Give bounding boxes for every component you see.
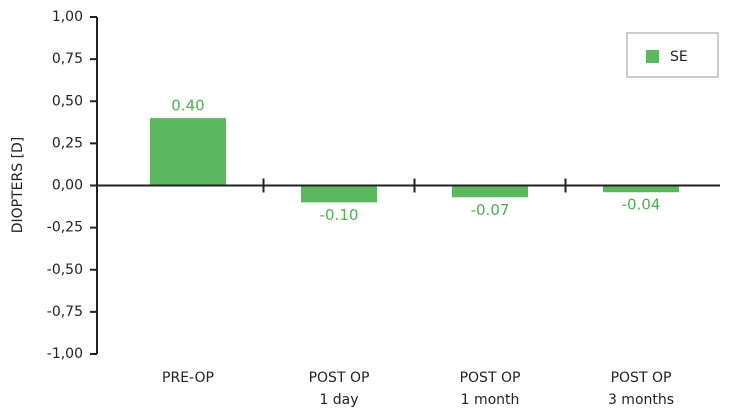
x-tick-label: POST OP [309,370,370,386]
y-tick-label: -1,00 [47,346,83,362]
x-tick-label: 3 months [608,392,674,408]
x-tick-label: POST OP [611,370,672,386]
y-tick-label: -0,25 [47,220,83,236]
y-tick-label: -0,75 [47,304,83,320]
y-tick-label: 1,00 [52,9,83,25]
value-label: -0.10 [320,206,359,224]
x-tick-label: PRE-OP [162,370,214,386]
y-tick-label: -0,50 [47,262,83,278]
x-tick-label: 1 day [319,392,358,408]
legend-label: SE [670,49,688,65]
bar [603,185,679,193]
value-label: -0.04 [622,196,661,214]
legend-box [626,32,719,78]
y-tick-label: 0,25 [52,135,83,151]
y-tick-label: 0,00 [52,178,83,194]
value-label: 0.40 [171,97,204,115]
legend-swatch [646,50,659,63]
bar [150,118,226,186]
y-tick-label: 0,75 [52,51,83,67]
x-tick-label: POST OP [460,370,521,386]
y-axis-label: DIOPTERS [D] [10,137,26,234]
bar [452,185,528,198]
bar [301,185,377,203]
value-label: -0.07 [471,201,510,219]
x-tick-label: 1 month [461,392,520,408]
y-tick-label: 0,50 [52,93,83,109]
